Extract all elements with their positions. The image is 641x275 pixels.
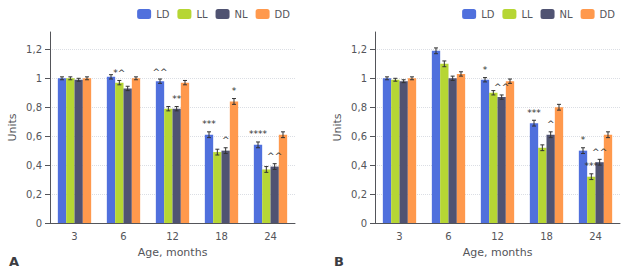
svg-text:1: 1 xyxy=(36,73,42,84)
svg-text:6: 6 xyxy=(445,231,451,242)
svg-text:3: 3 xyxy=(396,231,402,242)
svg-text:^^: ^^ xyxy=(494,82,509,92)
svg-text:LD: LD xyxy=(156,9,170,20)
svg-text:1,2: 1,2 xyxy=(26,44,42,55)
svg-text:0,6: 0,6 xyxy=(351,131,367,142)
svg-text:0,2: 0,2 xyxy=(26,189,42,200)
svg-text:DD: DD xyxy=(275,9,291,20)
svg-text:1: 1 xyxy=(361,73,367,84)
svg-text:0,4: 0,4 xyxy=(26,160,42,171)
svg-text:0,2: 0,2 xyxy=(351,189,367,200)
svg-text:0: 0 xyxy=(36,218,42,229)
svg-text:*^: *^ xyxy=(113,68,125,78)
svg-text:*: * xyxy=(581,135,586,145)
svg-text:NL: NL xyxy=(235,9,248,20)
svg-text:Age, months: Age, months xyxy=(138,246,208,259)
svg-text:0,4: 0,4 xyxy=(351,160,367,171)
svg-text:0: 0 xyxy=(361,218,367,229)
svg-text:18: 18 xyxy=(540,231,553,242)
svg-text:**: ** xyxy=(172,94,182,104)
svg-text:***: *** xyxy=(527,108,541,118)
svg-text:^^: ^^ xyxy=(267,151,282,161)
svg-text:12: 12 xyxy=(491,231,504,242)
svg-text:***: *** xyxy=(202,119,216,129)
svg-text:24: 24 xyxy=(264,231,277,242)
svg-text:A: A xyxy=(9,254,19,269)
svg-text:LD: LD xyxy=(481,9,495,20)
svg-text:18: 18 xyxy=(215,231,228,242)
svg-text:*: * xyxy=(232,86,237,96)
svg-text:Age, months: Age, months xyxy=(463,246,533,259)
svg-text:6: 6 xyxy=(120,231,126,242)
svg-text:Units: Units xyxy=(331,113,344,141)
svg-text:3: 3 xyxy=(71,231,77,242)
svg-text:12: 12 xyxy=(166,231,179,242)
svg-text:24: 24 xyxy=(589,231,602,242)
svg-text:B: B xyxy=(334,254,344,269)
svg-text:^: ^ xyxy=(222,135,230,145)
svg-text:****: **** xyxy=(249,129,268,139)
svg-text:0,8: 0,8 xyxy=(351,102,367,113)
svg-text:*: * xyxy=(483,65,488,75)
svg-text:***: *** xyxy=(585,161,599,171)
svg-text:1,2: 1,2 xyxy=(351,44,367,55)
svg-text:^: ^ xyxy=(547,119,555,129)
svg-text:LL: LL xyxy=(196,9,208,20)
svg-text:DD: DD xyxy=(600,9,616,20)
svg-text:^^: ^^ xyxy=(592,147,607,157)
svg-text:^^: ^^ xyxy=(152,67,167,77)
svg-text:Units: Units xyxy=(6,113,19,141)
svg-text:LL: LL xyxy=(521,9,533,20)
svg-text:0,8: 0,8 xyxy=(26,102,42,113)
svg-text:NL: NL xyxy=(560,9,573,20)
svg-text:0,6: 0,6 xyxy=(26,131,42,142)
